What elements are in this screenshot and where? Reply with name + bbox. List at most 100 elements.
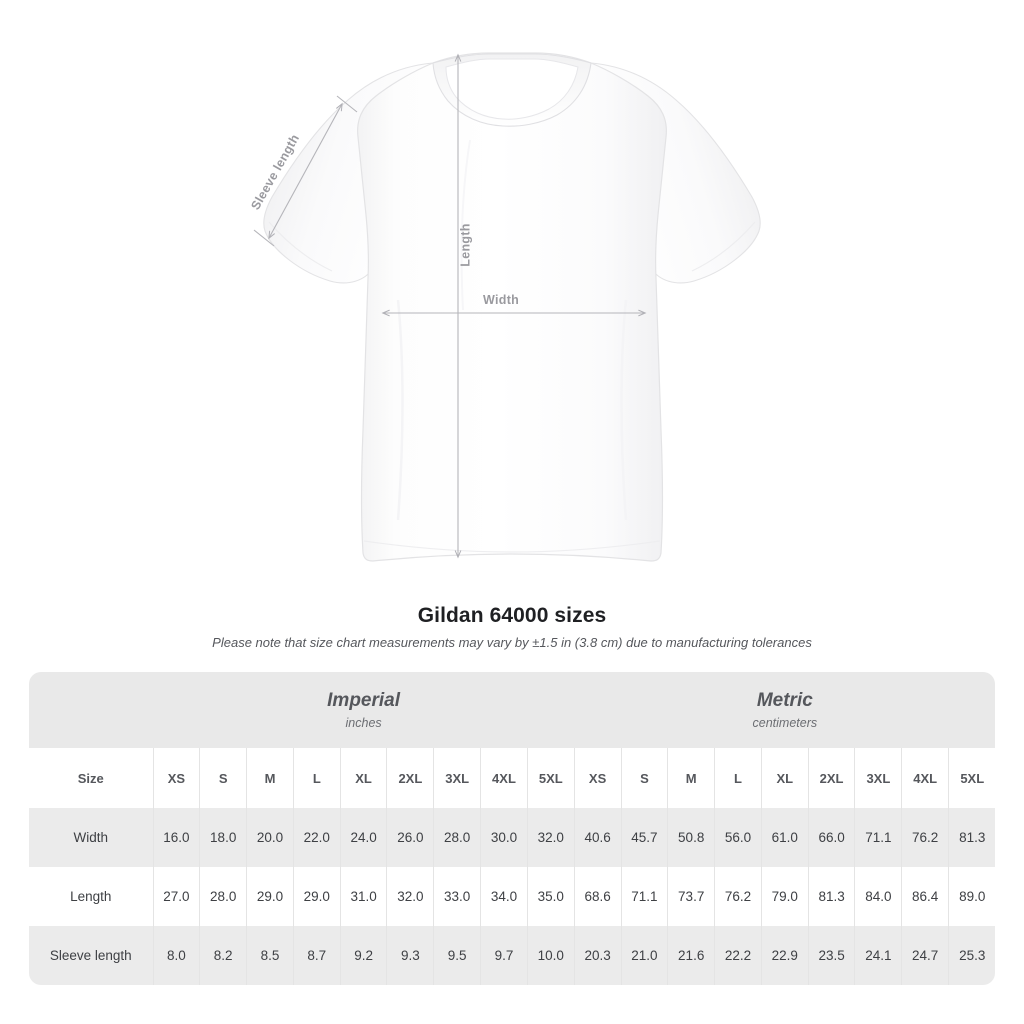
size-header-metric-l: L	[714, 748, 762, 808]
cell-sleeve-imperial-3xl: 9.5	[433, 926, 482, 985]
size-header-imperial-xs: XS	[153, 748, 201, 808]
cell-width-imperial-3xl: 28.0	[433, 808, 482, 867]
size-header-imperial-4xl: 4XL	[480, 748, 528, 808]
cell-length-metric-xs: 68.6	[574, 867, 622, 926]
cell-length-metric-4xl: 86.4	[901, 867, 950, 926]
size-header-imperial-xl: XL	[340, 748, 388, 808]
width-label: Width	[483, 293, 520, 307]
dimension-lines	[253, 53, 647, 559]
page-title: Gildan 64000 sizes	[417, 604, 607, 627]
fold-right	[620, 299, 628, 521]
cell-length-metric-5xl: 89.0	[948, 867, 996, 926]
cell-width-metric-xs: 40.6	[574, 808, 622, 867]
size-header-imperial-l: L	[293, 748, 341, 808]
row-label-sleeve-length: Sleeve length	[29, 926, 154, 985]
sleeve-tick-bottom	[253, 229, 275, 247]
size-header-imperial-3xl: 3XL	[433, 748, 482, 808]
size-header-metric-2xl: 2XL	[808, 748, 856, 808]
right-sleeve-hem	[691, 221, 756, 272]
table-row: Sleeve length 8.0 8.2 8.5 8.7 9.2 9.3 9.…	[29, 926, 996, 985]
tshirt-shape	[263, 52, 761, 562]
size-header-metric-xs: XS	[574, 748, 622, 808]
cell-width-metric-3xl: 71.1	[854, 808, 903, 867]
unit-banner-spacer	[29, 672, 153, 748]
cell-length-imperial-5xl: 35.0	[527, 867, 575, 926]
cell-sleeve-metric-m: 21.6	[667, 926, 716, 985]
size-header-row: Size XS S M L XL 2XL 3XL 4XL 5XL XS S M …	[29, 748, 996, 808]
unit-imperial-name: Imperial	[327, 689, 401, 711]
size-header-metric-s: S	[621, 748, 669, 808]
sleeve-tick-top	[336, 95, 358, 113]
cell-width-metric-l: 56.0	[714, 808, 762, 867]
cell-sleeve-imperial-m: 8.5	[246, 926, 294, 985]
cell-sleeve-metric-s: 21.0	[621, 926, 669, 985]
cell-width-imperial-l: 22.0	[293, 808, 341, 867]
length-label: Length	[458, 223, 473, 267]
size-header-metric-m: M	[667, 748, 716, 808]
cell-length-imperial-xl: 31.0	[340, 867, 388, 926]
cell-length-imperial-m: 29.0	[246, 867, 294, 926]
cell-sleeve-imperial-5xl: 10.0	[527, 926, 575, 985]
fold-center	[460, 139, 471, 311]
table-row: Width 16.0 18.0 20.0 22.0 24.0 26.0 28.0…	[29, 808, 996, 867]
cell-length-imperial-l: 29.0	[293, 867, 341, 926]
page-subtitle: Please note that size chart measurements…	[212, 635, 812, 650]
size-header-imperial-5xl: 5XL	[527, 748, 575, 808]
size-header-metric-4xl: 4XL	[901, 748, 950, 808]
cell-width-imperial-s: 18.0	[199, 808, 248, 867]
cell-width-imperial-xl: 24.0	[340, 808, 388, 867]
unit-metric-cell: Metric centimeters	[574, 672, 996, 748]
unit-banner-row: Imperial inches Metric centimeters	[29, 672, 996, 748]
size-header-metric-5xl: 5XL	[948, 748, 996, 808]
cell-length-imperial-s: 28.0	[199, 867, 248, 926]
unit-metric-sub: centimeters	[752, 715, 818, 730]
cell-sleeve-metric-2xl: 23.5	[808, 926, 856, 985]
cell-width-imperial-m: 20.0	[246, 808, 294, 867]
size-header-metric-xl: XL	[761, 748, 809, 808]
cell-width-metric-m: 50.8	[667, 808, 716, 867]
cell-sleeve-metric-4xl: 24.7	[901, 926, 950, 985]
cell-sleeve-metric-l: 22.2	[714, 926, 762, 985]
cell-width-metric-2xl: 66.0	[808, 808, 856, 867]
cell-length-metric-m: 73.7	[667, 867, 716, 926]
fold-left	[396, 299, 404, 521]
cell-width-imperial-xs: 16.0	[153, 808, 201, 867]
cell-width-metric-5xl: 81.3	[948, 808, 996, 867]
tshirt-illustration: Sleeve length Length Width	[248, 52, 761, 562]
sleeve-dimension-line	[268, 102, 343, 240]
cell-sleeve-imperial-xs: 8.0	[153, 926, 201, 985]
cell-width-metric-4xl: 76.2	[901, 808, 950, 867]
size-header-imperial-2xl: 2XL	[386, 748, 435, 808]
cell-length-metric-s: 71.1	[621, 867, 669, 926]
size-corner-label: Size	[29, 748, 154, 808]
cell-length-metric-2xl: 81.3	[808, 867, 856, 926]
cell-sleeve-imperial-l: 8.7	[293, 926, 341, 985]
unit-imperial-sub: inches	[345, 715, 382, 730]
tshirt-svg	[253, 52, 761, 562]
cell-width-imperial-4xl: 30.0	[480, 808, 528, 867]
row-label-length: Length	[29, 867, 154, 926]
cell-sleeve-metric-xs: 20.3	[574, 926, 622, 985]
size-header-imperial-m: M	[246, 748, 294, 808]
size-table: Imperial inches Metric centimeters Size	[29, 672, 996, 985]
cell-length-metric-xl: 79.0	[761, 867, 809, 926]
cell-sleeve-imperial-4xl: 9.7	[480, 926, 528, 985]
cell-sleeve-imperial-xl: 9.2	[340, 926, 388, 985]
cell-sleeve-metric-5xl: 25.3	[948, 926, 996, 985]
unit-metric-name: Metric	[756, 689, 813, 711]
size-table-container: Imperial inches Metric centimeters Size	[29, 672, 996, 985]
row-label-width: Width	[29, 808, 154, 867]
cell-sleeve-imperial-2xl: 9.3	[386, 926, 435, 985]
table-row: Length 27.0 28.0 29.0 29.0 31.0 32.0 33.…	[29, 867, 996, 926]
cell-sleeve-imperial-s: 8.2	[199, 926, 248, 985]
shirt-body	[357, 52, 667, 562]
cell-width-metric-s: 45.7	[621, 808, 669, 867]
size-header-imperial-s: S	[199, 748, 248, 808]
cell-length-imperial-xs: 27.0	[153, 867, 201, 926]
cell-width-imperial-5xl: 32.0	[527, 808, 575, 867]
cell-length-imperial-3xl: 33.0	[433, 867, 482, 926]
cell-width-metric-xl: 61.0	[761, 808, 809, 867]
cell-sleeve-metric-3xl: 24.1	[854, 926, 903, 985]
cell-length-metric-l: 76.2	[714, 867, 762, 926]
